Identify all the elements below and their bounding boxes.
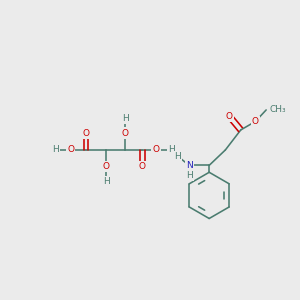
Text: CH₃: CH₃ xyxy=(269,105,286,114)
Text: H: H xyxy=(187,171,193,180)
Text: O: O xyxy=(139,162,146,171)
Text: H: H xyxy=(122,114,129,123)
Text: O: O xyxy=(122,128,129,137)
Text: H: H xyxy=(174,152,181,160)
Text: N: N xyxy=(186,161,193,170)
Text: O: O xyxy=(252,117,259,126)
Text: O: O xyxy=(226,112,233,121)
Text: H: H xyxy=(168,146,175,154)
Text: O: O xyxy=(153,146,160,154)
Text: O: O xyxy=(67,146,74,154)
Text: H: H xyxy=(52,146,59,154)
Text: O: O xyxy=(82,128,89,137)
Text: O: O xyxy=(103,162,110,171)
Text: H: H xyxy=(103,177,110,186)
